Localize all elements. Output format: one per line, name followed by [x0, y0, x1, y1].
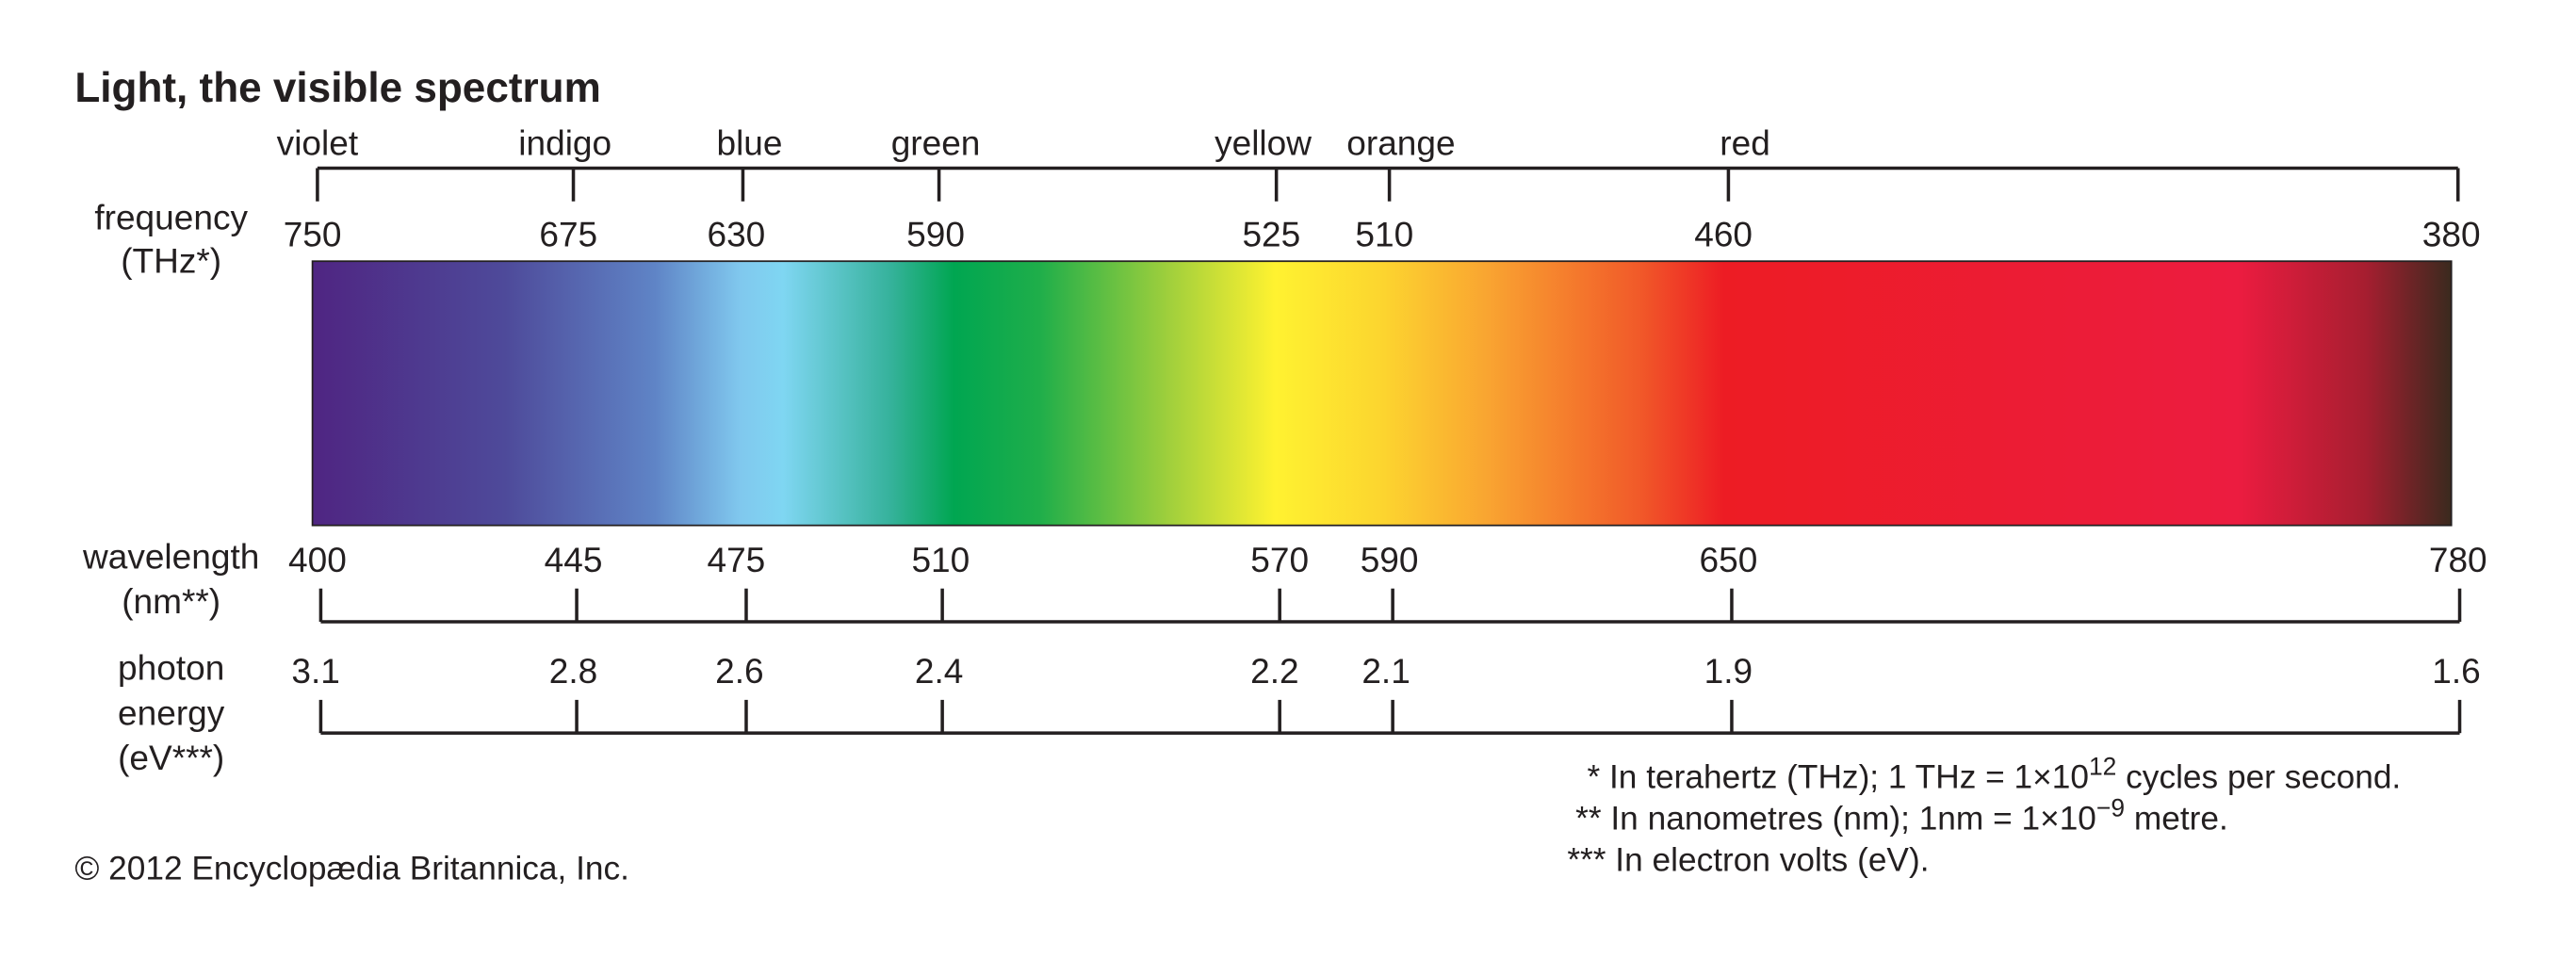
color-name: red: [1720, 122, 1770, 162]
tick-label: 630: [707, 214, 765, 253]
tick-label: 460: [1694, 214, 1753, 253]
tick-label: 475: [707, 540, 765, 579]
footnote: * In terahertz (THz); 1 THz = 1×1012 cyc…: [1587, 752, 2401, 795]
tick-label: 2.2: [1250, 651, 1298, 691]
tick-label: 780: [2429, 540, 2487, 579]
tick-label: 445: [545, 540, 603, 579]
spectrum-band: [311, 260, 2453, 527]
footnote-text: metre.: [2125, 800, 2228, 837]
footnote: ** In nanometres (nm); 1nm = 1×10−9 metr…: [1575, 793, 2228, 837]
tick-label: 570: [1250, 540, 1309, 579]
footnote-superscript: −9: [2096, 793, 2125, 821]
tick-label: 1.9: [1704, 651, 1753, 691]
scale-label: (nm**): [122, 581, 220, 621]
color-name: yellow: [1215, 122, 1312, 162]
title: Light, the visible spectrum: [74, 65, 600, 111]
footnote-text: ** In nanometres (nm); 1nm = 1×10: [1575, 800, 2096, 837]
footnote-superscript: 12: [2089, 752, 2116, 780]
color-name: blue: [716, 122, 782, 162]
tick-label: 380: [2422, 214, 2481, 253]
footnote: *** In electron volts (eV).: [1567, 842, 1929, 879]
footnote-text: *** In electron volts (eV).: [1567, 842, 1929, 879]
tick-label: 510: [1355, 214, 1413, 253]
tick-label: 750: [284, 214, 342, 253]
scale-label: wavelength: [82, 537, 259, 577]
tick-label: 590: [1361, 540, 1419, 579]
scale-label: frequency: [94, 198, 248, 237]
scale-label: (THz*): [121, 241, 221, 281]
footnote-text: cycles per second.: [2116, 758, 2401, 795]
tick-label: 675: [539, 214, 597, 253]
tick-label: 400: [288, 540, 347, 579]
footnote-text: * In terahertz (THz); 1 THz = 1×10: [1587, 758, 2088, 795]
scale-label: energy: [118, 692, 225, 732]
tick-label: 510: [911, 540, 970, 579]
scale-label: photon: [118, 648, 224, 688]
color-name: green: [891, 122, 981, 162]
color-name: indigo: [518, 122, 611, 162]
tick-label: 590: [906, 214, 965, 253]
tick-label: 525: [1242, 214, 1300, 253]
copyright: © 2012 Encyclopædia Britannica, Inc.: [74, 850, 629, 887]
tick-label: 650: [1700, 540, 1758, 579]
tick-label: 2.6: [715, 651, 763, 691]
color-name: violet: [277, 122, 359, 162]
tick-label: 1.6: [2432, 651, 2480, 691]
scale-label: (eV***): [118, 738, 224, 777]
tick-label: 3.1: [291, 651, 339, 691]
tick-label: 2.4: [915, 651, 963, 691]
tick-label: 2.1: [1361, 651, 1410, 691]
color-name: orange: [1346, 122, 1455, 162]
tick-label: 2.8: [549, 651, 597, 691]
